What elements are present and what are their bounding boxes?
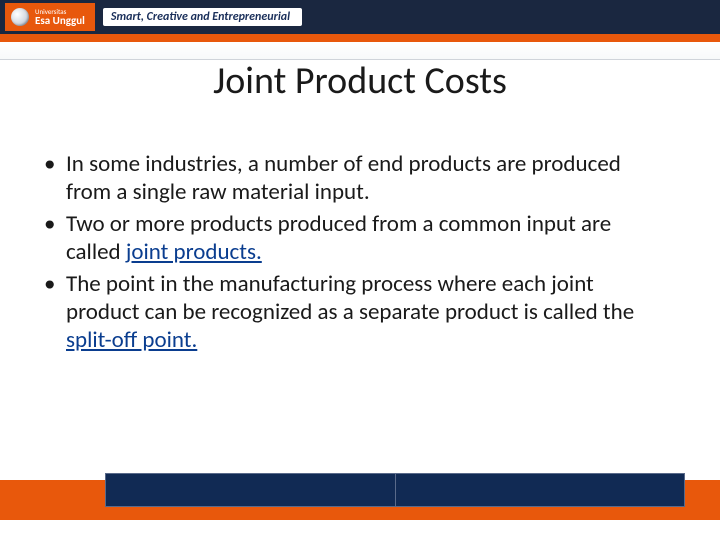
- logo-badge: Universitas Esa Unggul: [5, 3, 95, 31]
- header-bar: Universitas Esa Unggul Smart, Creative a…: [0, 0, 720, 34]
- bullet-item: Two or more products produced from a com…: [40, 210, 670, 266]
- globe-icon: [11, 8, 29, 26]
- logo-name: Esa Unggul: [35, 14, 85, 27]
- content-area: In some industries, a number of end prod…: [40, 150, 670, 358]
- bullet-item: In some industries, a number of end prod…: [40, 150, 670, 206]
- term-link: split-off point.: [66, 326, 197, 354]
- header-orange-strip: [0, 34, 720, 42]
- bullet-text-pre: The point in the manufacturing process w…: [66, 270, 634, 326]
- footer-dark-panel: [105, 473, 685, 507]
- bullet-text: In some industries, a number of end prod…: [66, 150, 621, 206]
- term-link: joint products.: [126, 238, 262, 266]
- bullet-item: The point in the manufacturing process w…: [40, 270, 670, 354]
- logo-text: Universitas Esa Unggul: [35, 8, 85, 27]
- bullet-list: In some industries, a number of end prod…: [40, 150, 670, 354]
- tagline-box: Smart, Creative and Entrepreneurial: [103, 8, 302, 26]
- slide-title: Joint Product Costs: [0, 58, 720, 104]
- tagline-text: Smart, Creative and Entrepreneurial: [111, 10, 290, 24]
